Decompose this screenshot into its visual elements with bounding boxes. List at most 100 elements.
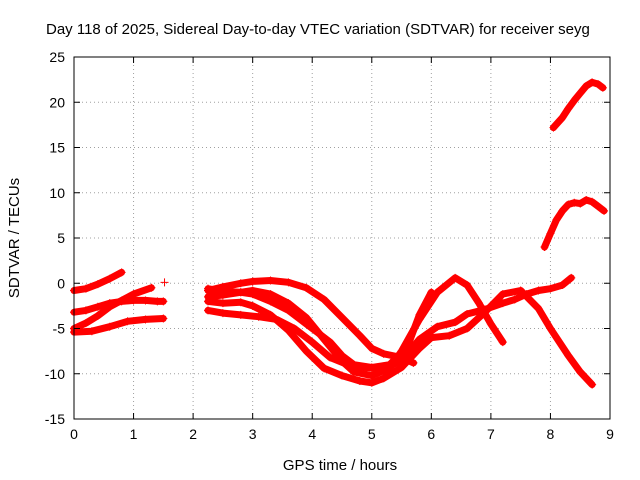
x-tick-label: 5: [368, 426, 376, 442]
data-point: [546, 324, 555, 333]
data-point: [367, 371, 376, 380]
data-point: [129, 290, 138, 299]
data-point: [415, 344, 424, 353]
data-point: [558, 281, 567, 290]
data-point: [427, 288, 436, 297]
data-point: [204, 297, 212, 306]
x-tick-label: 4: [308, 426, 316, 442]
data-point: [558, 206, 567, 215]
data-point: [302, 347, 311, 356]
data-point: [105, 274, 114, 283]
data-point: [218, 291, 227, 300]
data-point: [248, 290, 257, 299]
data-point: [326, 338, 335, 347]
data-point: [272, 315, 281, 324]
data-point: [218, 309, 227, 318]
data-point: [522, 290, 531, 299]
data-point: [576, 367, 585, 376]
data-point: [582, 81, 591, 90]
data-point: [338, 371, 346, 380]
data-point: [93, 302, 102, 311]
data-point: [415, 310, 424, 319]
y-tick-label: 0: [57, 275, 65, 291]
y-tick-label: 20: [49, 94, 65, 110]
data-point: [248, 301, 257, 310]
y-tick-label: -5: [53, 321, 66, 337]
data-point: [290, 324, 299, 333]
data-point: [474, 299, 483, 308]
data-point: [123, 317, 132, 326]
series-s4: [70, 314, 168, 337]
data-point: [534, 286, 543, 295]
series-s12: [549, 78, 607, 132]
data-point: [558, 113, 567, 122]
series-line: [204, 287, 596, 389]
data-point: [486, 319, 495, 328]
data-point: [576, 89, 585, 98]
data-point: [302, 319, 311, 328]
data-point: [204, 306, 212, 315]
data-point: [498, 338, 507, 347]
x-tick-label: 8: [547, 426, 555, 442]
data-point: [284, 278, 293, 287]
data-point: [594, 80, 603, 89]
data-point: [338, 351, 346, 360]
data-point: [326, 353, 335, 362]
data-point: [117, 296, 126, 305]
data-point: [397, 356, 406, 365]
series-s6: [204, 276, 418, 367]
data-point: [105, 322, 114, 331]
data-point: [379, 349, 388, 358]
data-point: [564, 200, 573, 209]
data-point: [204, 284, 212, 293]
data-point: [266, 297, 275, 306]
data-point: [540, 243, 549, 252]
data-point: [564, 351, 573, 360]
data-point: [588, 78, 597, 87]
data-point: [549, 123, 558, 132]
data-point: [266, 290, 275, 299]
data-point: [105, 302, 114, 311]
data-point: [147, 283, 156, 292]
x-tick-label: 7: [487, 426, 495, 442]
series-layer: [70, 78, 609, 389]
data-point: [582, 195, 591, 204]
data-point: [236, 288, 245, 297]
data-point: [93, 280, 102, 289]
data-point: [379, 374, 388, 383]
data-point: [451, 273, 460, 282]
x-tick-label: 0: [70, 426, 78, 442]
data-point: [546, 284, 555, 293]
data-point: [236, 279, 245, 288]
y-tick-label: -15: [45, 411, 65, 427]
series-line: [204, 274, 507, 380]
data-point: [498, 290, 507, 299]
data-point: [141, 296, 150, 305]
data-point: [588, 197, 597, 206]
data-point: [570, 198, 579, 207]
data-point: [397, 363, 406, 372]
data-point: [284, 299, 293, 308]
data-point: [570, 96, 579, 105]
data-point: [433, 322, 442, 331]
data-point: [445, 331, 454, 340]
data-point: [343, 360, 352, 369]
series-s11: [540, 195, 609, 252]
y-tick-label: -10: [45, 366, 65, 382]
data-point: [598, 83, 607, 92]
series-line: [541, 196, 608, 251]
axis-ticks: 0 1 2 3 4 5 6 7 8 9 -15 -10 -5 0 5 10 15 20 25: [45, 49, 614, 442]
data-point: [314, 329, 323, 338]
data-point: [576, 199, 585, 208]
data-point: [93, 311, 102, 320]
data-point: [159, 314, 168, 323]
data-point: [248, 277, 257, 286]
x-tick-label: 2: [189, 426, 197, 442]
data-point: [600, 206, 609, 215]
data-point: [415, 335, 424, 344]
series-line: [204, 288, 435, 371]
data-point: [236, 298, 245, 307]
data-point: [367, 378, 376, 387]
data-point: [236, 310, 245, 319]
